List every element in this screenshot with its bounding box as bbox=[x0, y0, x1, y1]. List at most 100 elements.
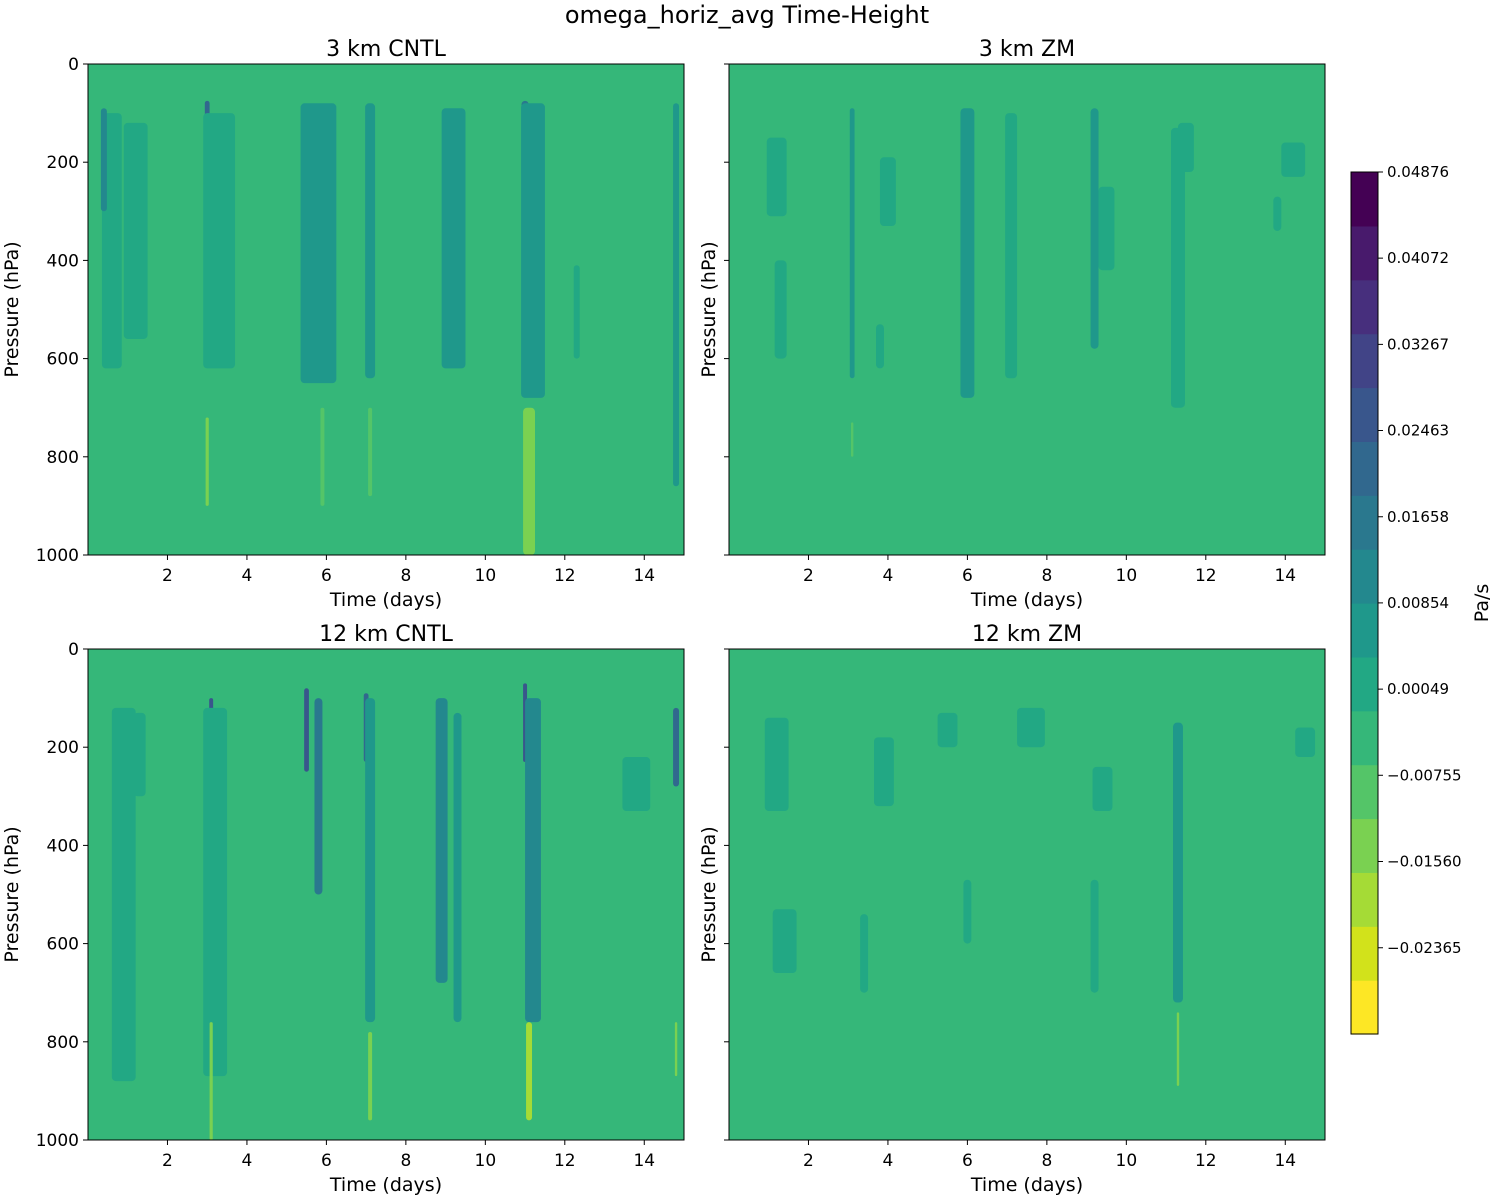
heatmap-cell bbox=[525, 698, 541, 1023]
colorbar-tick-label: 0.02463 bbox=[1387, 422, 1449, 440]
heatmap-cell bbox=[874, 737, 894, 807]
x-tick-label: 12 bbox=[554, 1151, 576, 1171]
panel-title: 3 km CNTL bbox=[326, 37, 446, 62]
colorbar-tick-label: −0.01560 bbox=[1387, 853, 1462, 871]
colorbar-tick-label: 0.00049 bbox=[1387, 680, 1449, 698]
heatmap-features bbox=[764, 707, 1316, 1086]
heatmap-cell bbox=[100, 108, 107, 212]
panel-background bbox=[88, 649, 684, 1140]
panels: 3 km CNTL 2 4 6 8 10 12 14 Time (days) 0 200 400 600… bbox=[1, 37, 1326, 1196]
heatmap-cell bbox=[774, 260, 787, 359]
heatmap-cell bbox=[772, 909, 797, 974]
heatmap-cell bbox=[205, 417, 209, 506]
heatmap-cell bbox=[300, 103, 337, 384]
x-tick-label: 14 bbox=[633, 566, 655, 586]
figure-title: omega_horiz_avg Time-Height bbox=[565, 1, 929, 29]
heatmap-cell bbox=[1098, 186, 1115, 271]
panel-title: 3 km ZM bbox=[979, 37, 1075, 62]
y-tick-label: 0 bbox=[68, 55, 79, 75]
panel-1: 3 km CNTL 2 4 6 8 10 12 14 Time (days) 0 200 400 600… bbox=[1, 37, 685, 611]
colorbar-segment bbox=[1351, 926, 1378, 981]
panel-title: 12 km ZM bbox=[972, 622, 1082, 647]
heatmap-cell bbox=[526, 1022, 533, 1121]
heatmap-cell bbox=[1176, 1012, 1180, 1086]
x-axis-label: Time (days) bbox=[970, 589, 1083, 611]
colorbar-tick-label: 0.04876 bbox=[1387, 163, 1449, 181]
heatmap-cell bbox=[849, 108, 855, 379]
colorbar-segment bbox=[1351, 387, 1378, 442]
colorbar-segment bbox=[1351, 980, 1378, 1035]
x-tick-label: 6 bbox=[962, 1151, 973, 1171]
x-tick-label: 4 bbox=[883, 566, 894, 586]
y-tick-label: 0 bbox=[68, 640, 79, 660]
y-tick-label: 200 bbox=[47, 738, 79, 758]
colorbar-segment bbox=[1351, 225, 1378, 281]
y-tick-label: 400 bbox=[47, 251, 79, 271]
colorbar-tick-label: −0.02365 bbox=[1387, 939, 1462, 957]
heatmap-cell bbox=[876, 324, 884, 369]
heatmap-cell bbox=[1017, 707, 1045, 748]
heatmap-cell bbox=[860, 914, 869, 993]
x-tick-label: 12 bbox=[1195, 1151, 1217, 1171]
heatmap-cell bbox=[1281, 142, 1306, 177]
x-tick-label: 6 bbox=[321, 566, 332, 586]
y-tick-label: 400 bbox=[47, 836, 79, 856]
panel-frame bbox=[87, 63, 685, 556]
heatmap-cell bbox=[1295, 727, 1316, 758]
heatmap-cell bbox=[937, 712, 958, 748]
heatmap-cell bbox=[101, 113, 122, 369]
colorbar-label: Pa/s bbox=[1471, 584, 1493, 623]
heatmap-cell bbox=[368, 407, 373, 497]
heatmap-cell bbox=[960, 108, 975, 398]
y-tick-label: 800 bbox=[47, 448, 79, 468]
x-tick-label: 6 bbox=[962, 566, 973, 586]
panel-background bbox=[729, 64, 1325, 555]
heatmap-cell bbox=[766, 137, 787, 217]
colorbar-segment bbox=[1351, 549, 1378, 604]
heatmap-cell bbox=[764, 717, 789, 812]
heatmap-cell bbox=[523, 407, 535, 555]
heatmap-cell bbox=[203, 707, 228, 1077]
heatmap-cell bbox=[203, 113, 236, 369]
x-tick-label: 2 bbox=[162, 566, 173, 586]
heatmap-cell bbox=[673, 707, 680, 787]
colorbar-segment bbox=[1351, 333, 1378, 389]
heatmap-cell bbox=[123, 122, 148, 339]
x-tick-label: 2 bbox=[803, 566, 814, 586]
heatmap-cell bbox=[521, 103, 545, 398]
panel-background bbox=[88, 64, 684, 555]
colorbar-tick-label: 0.01658 bbox=[1387, 508, 1449, 526]
heatmap-cell bbox=[1090, 108, 1099, 349]
y-tick-label: 800 bbox=[47, 1033, 79, 1053]
colorbar-segment bbox=[1351, 656, 1378, 712]
colorbar-tick-label: 0.04072 bbox=[1387, 249, 1449, 267]
colorbar-segment bbox=[1351, 172, 1378, 227]
panel-4: 12 km ZM 2 4 6 8 10 12 14 Time (days) Pressure (h… bbox=[698, 622, 1326, 1196]
colorbar-segment bbox=[1351, 764, 1378, 820]
y-axis-label: Pressure (hPa) bbox=[1, 241, 23, 377]
x-tick-label: 14 bbox=[633, 1151, 655, 1171]
panel-2: 3 km ZM 2 4 6 8 10 12 14 Time (days) Pressure (hP… bbox=[698, 37, 1326, 611]
y-tick-label: 1000 bbox=[36, 546, 79, 566]
y-tick-label: 1000 bbox=[36, 1131, 79, 1151]
x-tick-label: 4 bbox=[883, 1151, 894, 1171]
x-tick-label: 14 bbox=[1274, 1151, 1296, 1171]
heatmap-cell bbox=[573, 265, 580, 359]
heatmap-cell bbox=[1177, 122, 1194, 173]
heatmap-cell bbox=[453, 712, 462, 1023]
y-tick-label: 200 bbox=[47, 153, 79, 173]
heatmap-features bbox=[100, 100, 680, 555]
colorbar-segment bbox=[1351, 872, 1378, 927]
x-tick-label: 12 bbox=[554, 566, 576, 586]
x-tick-label: 4 bbox=[242, 566, 253, 586]
heatmap-features bbox=[766, 108, 1306, 457]
colorbar-segment bbox=[1351, 603, 1378, 658]
heatmap-cell bbox=[441, 108, 466, 369]
colorbar-segment bbox=[1351, 441, 1378, 496]
heatmap-cell bbox=[963, 879, 972, 944]
heatmap-cell bbox=[111, 707, 136, 1082]
heatmap-cell bbox=[435, 698, 448, 983]
x-axis-label: Time (days) bbox=[329, 1174, 442, 1196]
x-tick-label: 2 bbox=[162, 1151, 173, 1171]
